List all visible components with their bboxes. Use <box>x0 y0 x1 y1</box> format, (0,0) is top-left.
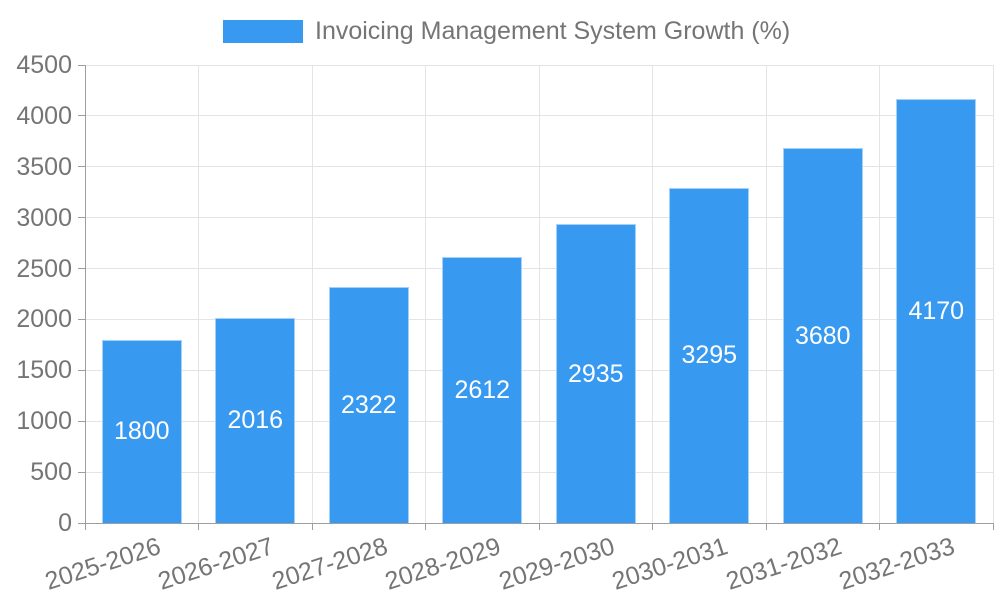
bar-value-label: 2935 <box>567 359 624 388</box>
legend-label: Invoicing Management System Growth (%) <box>315 17 791 45</box>
bar[interactable] <box>215 317 296 523</box>
y-tick-label: 500 <box>30 458 72 487</box>
v-gridline <box>765 65 767 523</box>
y-tick-label: 3000 <box>16 203 72 232</box>
x-tick-mark <box>652 523 653 530</box>
v-gridline <box>538 65 540 523</box>
x-tick-mark <box>198 523 199 530</box>
y-tick-label: 1500 <box>16 356 72 385</box>
v-gridline <box>311 65 313 523</box>
bar[interactable] <box>442 257 523 523</box>
y-tick-mark <box>78 522 85 524</box>
y-tick-label: 2000 <box>16 305 72 334</box>
y-tick-mark <box>78 369 85 371</box>
bar[interactable] <box>669 187 750 523</box>
y-tick-mark <box>78 64 85 66</box>
y-axis-line <box>84 65 86 530</box>
chart-legend[interactable]: Invoicing Management System Growth (%) <box>223 17 791 45</box>
y-tick-mark <box>78 420 85 422</box>
bar-value-label: 2016 <box>227 406 284 435</box>
x-tick-mark <box>538 523 540 530</box>
y-tick-mark <box>78 166 85 168</box>
x-tick-mark <box>311 523 313 530</box>
y-tick-label: 3500 <box>16 152 72 181</box>
y-tick-mark <box>78 115 85 117</box>
x-tick-label: 2029-2030 <box>495 532 618 596</box>
x-tick-label: 2025-2026 <box>41 532 164 596</box>
x-tick-label: 2030-2031 <box>608 532 732 596</box>
v-gridline <box>652 65 653 523</box>
x-tick-label: 2027-2028 <box>268 532 391 596</box>
bar[interactable] <box>782 148 863 523</box>
bar[interactable] <box>555 224 636 523</box>
bar[interactable] <box>101 339 182 523</box>
y-tick-label: 1000 <box>16 407 72 436</box>
x-tick-label: 2026-2027 <box>154 532 278 596</box>
x-tick-label: 2032-2033 <box>835 532 959 596</box>
y-tick-label: 0 <box>58 509 72 537</box>
bar[interactable] <box>328 286 409 523</box>
x-tick-mark <box>879 523 880 530</box>
bar-value-label: 3295 <box>681 341 738 370</box>
bar-value-label: 4170 <box>908 296 965 325</box>
x-tick-mark <box>765 523 767 530</box>
x-axis-line <box>85 522 993 524</box>
y-tick-label: 2500 <box>16 254 72 283</box>
bar-value-label: 3680 <box>794 321 851 350</box>
v-gridline <box>425 65 426 523</box>
v-gridline <box>992 65 994 523</box>
x-tick-label: 2028-2029 <box>381 532 505 596</box>
v-gridline <box>198 65 199 523</box>
bar-value-label: 2322 <box>340 390 397 419</box>
y-tick-mark <box>78 217 85 219</box>
y-tick-label: 4000 <box>16 101 72 130</box>
y-tick-mark <box>78 471 85 473</box>
legend-swatch-icon <box>223 20 303 43</box>
bar-value-label: 2612 <box>454 376 511 405</box>
x-tick-mark <box>992 523 994 530</box>
y-tick-mark <box>78 318 85 320</box>
x-tick-label: 2031-2032 <box>722 532 845 596</box>
bar-value-label: 1800 <box>113 417 170 446</box>
y-tick-mark <box>78 268 85 270</box>
x-tick-mark <box>425 523 426 530</box>
v-gridline <box>879 65 880 523</box>
bar[interactable] <box>896 98 977 523</box>
y-tick-label: 4500 <box>16 51 72 79</box>
